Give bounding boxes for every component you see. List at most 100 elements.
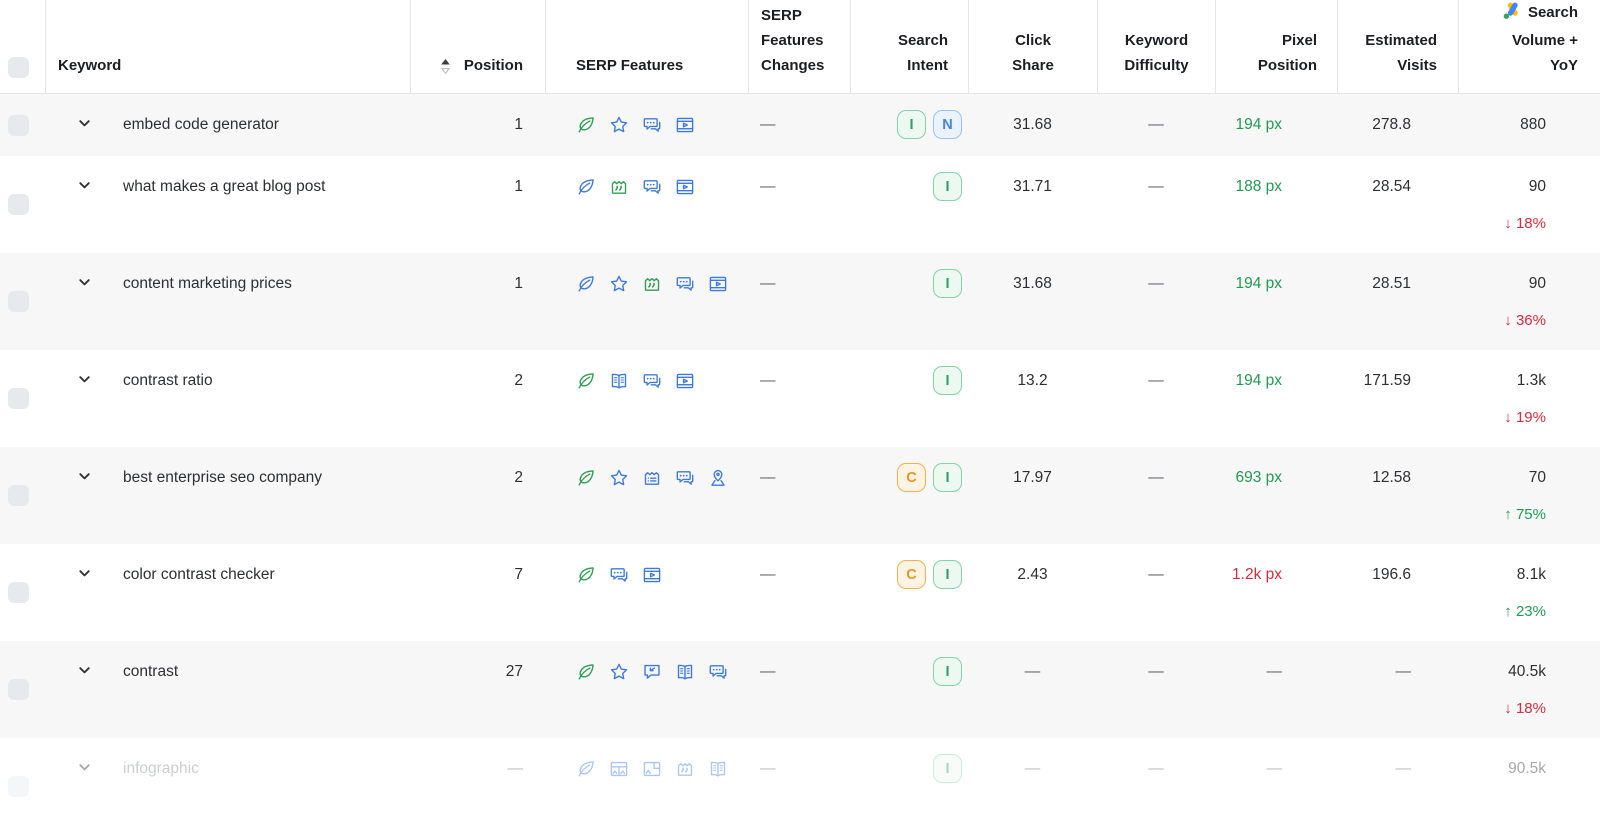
position-value: —	[507, 760, 524, 777]
pixel-position-cell: 693 px	[1215, 447, 1337, 544]
review-stars-icon[interactable]	[608, 273, 630, 295]
discussions-icon[interactable]	[641, 370, 663, 392]
review-stars-icon[interactable]	[608, 114, 630, 136]
chevron-down-icon[interactable]	[65, 178, 103, 193]
featured-snippet-icon[interactable]	[608, 176, 630, 198]
row-checkbox[interactable]	[8, 114, 29, 136]
keyword-text[interactable]: infographic	[123, 760, 199, 777]
search-intent-badge-informational[interactable]: I	[933, 657, 962, 686]
chevron-down-icon[interactable]	[65, 469, 103, 484]
row-checkbox[interactable]	[8, 388, 29, 409]
table-row[interactable]: contrast ratio 2 — I 13.2 — 194 px 171.59 1.3k ↓ …	[0, 350, 1600, 447]
discussions-icon[interactable]	[641, 176, 663, 198]
search-intent-badge-informational[interactable]: I	[897, 110, 926, 139]
discussions-icon[interactable]	[674, 273, 696, 295]
keyword-text[interactable]: content marketing prices	[123, 275, 292, 292]
search-intent-badge-commercial[interactable]: C	[897, 560, 926, 589]
organic-leaf-icon[interactable]	[575, 114, 597, 136]
search-intent-cell: I	[850, 738, 968, 825]
table-row[interactable]: color contrast checker 7 — C I 2.43 — 1.2k px 19…	[0, 544, 1600, 641]
knowledge-panel-icon[interactable]	[707, 758, 729, 780]
featured-video-icon[interactable]	[641, 564, 663, 586]
discussions-icon[interactable]	[707, 661, 729, 683]
column-header-pixel-position[interactable]: Pixel Position	[1215, 0, 1337, 93]
chevron-down-icon[interactable]	[65, 760, 103, 775]
keyword-text[interactable]: contrast ratio	[123, 372, 213, 389]
organic-leaf-icon[interactable]	[575, 273, 597, 295]
row-checkbox[interactable]	[8, 776, 29, 797]
search-intent-badge-informational[interactable]: I	[933, 172, 962, 201]
featured-video-icon[interactable]	[674, 176, 696, 198]
table-row[interactable]: what makes a great blog post 1 — I 31.71 — 188…	[0, 156, 1600, 253]
search-intent-badge-informational[interactable]: I	[933, 560, 962, 589]
table-row[interactable]: best enterprise seo company 2 — C I 17.97 — 693…	[0, 447, 1600, 544]
table-row[interactable]: contrast 27 — I — — — — 40.5k ↓ 18%	[0, 641, 1600, 738]
organic-leaf-icon[interactable]	[575, 661, 597, 683]
table-row[interactable]: content marketing prices 1 — I 31.68 — 194 px 2…	[0, 253, 1600, 350]
row-checkbox[interactable]	[8, 194, 29, 215]
chevron-down-icon[interactable]	[65, 116, 103, 131]
column-header-click-share[interactable]: Click Share	[968, 0, 1097, 93]
images-icon[interactable]	[641, 758, 663, 780]
search-intent-badge-navigational[interactable]: N	[933, 110, 962, 139]
column-header-keyword-difficulty[interactable]: Keyword Difficulty	[1097, 0, 1215, 93]
row-checkbox[interactable]	[8, 679, 29, 700]
organic-leaf-icon[interactable]	[575, 176, 597, 198]
click-share-cell: 17.97	[968, 447, 1097, 544]
table-row[interactable]: embed code generator 1 — I N 31.68 — 194 px 278.…	[0, 94, 1600, 156]
organic-leaf-icon[interactable]	[575, 758, 597, 780]
search-intent-badge-informational[interactable]: I	[933, 463, 962, 492]
discussions-icon[interactable]	[641, 114, 663, 136]
instant-answer-icon[interactable]	[641, 661, 663, 683]
discussions-icon[interactable]	[674, 467, 696, 489]
column-header-search-volume[interactable]: Search Volume + YoY	[1458, 0, 1600, 93]
column-header-position[interactable]: Position	[410, 0, 545, 93]
search-intent-badge-informational[interactable]: I	[933, 269, 962, 298]
column-header-serp-features-changes[interactable]: SERP Features Changes	[748, 0, 850, 93]
featured-video-icon[interactable]	[707, 273, 729, 295]
image-pack-icon[interactable]	[608, 758, 630, 780]
select-all-checkbox[interactable]	[8, 57, 29, 78]
review-stars-icon[interactable]	[608, 661, 630, 683]
column-header-serp-features[interactable]: SERP Features	[545, 0, 748, 93]
keyword-difficulty-value: —	[1148, 116, 1164, 133]
search-volume-value: 880	[1520, 116, 1546, 133]
search-intent-badge-informational[interactable]: I	[933, 754, 962, 783]
chevron-down-icon[interactable]	[65, 372, 103, 387]
keyword-text[interactable]: embed code generator	[123, 116, 279, 133]
search-intent-badge-informational[interactable]: I	[933, 366, 962, 395]
column-header-search-intent[interactable]: Search Intent	[850, 0, 968, 93]
featured-snippet-icon[interactable]	[641, 273, 663, 295]
keyword-text[interactable]: contrast	[123, 663, 179, 680]
chevron-down-icon[interactable]	[65, 663, 103, 678]
organic-leaf-icon[interactable]	[575, 370, 597, 392]
estimated-visits-cell: 12.58	[1337, 447, 1458, 544]
row-checkbox[interactable]	[8, 485, 29, 506]
sort-icon[interactable]	[439, 57, 452, 76]
keyword-cell: content marketing prices	[45, 253, 410, 350]
review-stars-icon[interactable]	[608, 467, 630, 489]
serp-features-changes-value: —	[760, 275, 776, 292]
chevron-down-icon[interactable]	[65, 275, 103, 290]
organic-leaf-icon[interactable]	[575, 564, 597, 586]
keyword-text[interactable]: best enterprise seo company	[123, 469, 323, 486]
search-intent-badge-commercial[interactable]: C	[897, 463, 926, 492]
discussions-icon[interactable]	[608, 564, 630, 586]
featured-video-icon[interactable]	[674, 114, 696, 136]
knowledge-panel-icon[interactable]	[674, 661, 696, 683]
knowledge-panel-icon[interactable]	[608, 370, 630, 392]
column-header-estimated-visits[interactable]: Estimated Visits	[1337, 0, 1458, 93]
local-pack-icon[interactable]	[707, 467, 729, 489]
sitelinks-icon[interactable]	[641, 467, 663, 489]
featured-video-icon[interactable]	[674, 370, 696, 392]
keyword-text[interactable]: what makes a great blog post	[123, 178, 326, 195]
position-cell: 1	[410, 253, 545, 350]
featured-snippet-icon[interactable]	[674, 758, 696, 780]
table-row[interactable]: infographic — — I — — — — 90.5k	[0, 738, 1600, 825]
row-checkbox[interactable]	[8, 582, 29, 603]
keyword-text[interactable]: color contrast checker	[123, 566, 275, 583]
column-header-keyword[interactable]: Keyword	[45, 0, 410, 93]
organic-leaf-icon[interactable]	[575, 467, 597, 489]
chevron-down-icon[interactable]	[65, 566, 103, 581]
row-checkbox[interactable]	[8, 291, 29, 312]
